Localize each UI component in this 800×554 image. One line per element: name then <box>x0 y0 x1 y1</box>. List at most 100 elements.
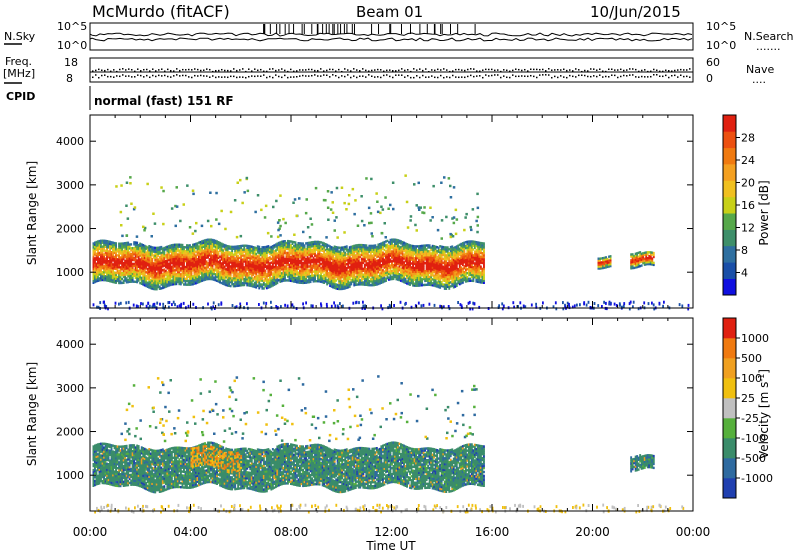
echo-cell <box>235 280 238 284</box>
echo-cell <box>264 249 267 253</box>
echo-cell <box>217 256 220 260</box>
echo-cell <box>261 250 264 253</box>
echo-cell <box>190 275 193 278</box>
echo-cell <box>121 273 124 277</box>
nave-mark <box>527 75 529 78</box>
echo-cell <box>130 276 133 279</box>
echo-cell <box>149 281 152 284</box>
freq-mark <box>128 68 130 70</box>
echo-cell <box>170 255 173 259</box>
echo-cell <box>97 259 99 263</box>
echo-cell <box>94 251 96 254</box>
echo-cell <box>113 257 116 260</box>
echo-cell <box>193 282 196 285</box>
echo-cell <box>134 253 137 256</box>
echo-cell <box>183 257 185 261</box>
echo-cell <box>95 254 98 257</box>
nave-mark <box>182 74 184 77</box>
echo-cell <box>192 257 194 260</box>
echo-cell <box>250 269 253 272</box>
echo-cell <box>252 263 255 267</box>
echo-cell <box>172 283 175 286</box>
nave-mark <box>536 76 538 79</box>
echo-cell <box>190 279 193 282</box>
echo-cell <box>136 241 139 244</box>
echo-cell <box>130 249 133 252</box>
echo-cell <box>256 263 259 266</box>
echo-cell <box>268 268 271 271</box>
echo-cell <box>169 254 172 257</box>
nave-mark <box>608 76 610 78</box>
echo-cell <box>262 263 265 267</box>
echo-cell <box>107 260 110 263</box>
echo-cell <box>198 269 200 272</box>
echo-cell <box>223 253 226 257</box>
echo-cell <box>179 277 182 280</box>
echo-cell <box>199 256 202 259</box>
echo-cell <box>267 260 270 264</box>
nave-mark <box>236 76 238 79</box>
echo-cell <box>247 270 250 273</box>
echo-cell <box>139 260 142 263</box>
echo-cell <box>186 261 188 265</box>
echo-cell <box>163 268 166 271</box>
echo-cell <box>176 272 179 276</box>
echo-cell <box>128 257 131 260</box>
echo-cell <box>205 256 208 259</box>
nave-mark <box>188 76 190 78</box>
nave-mark <box>623 74 625 77</box>
echo-cell <box>246 250 249 253</box>
nave-mark <box>278 75 280 78</box>
nave-mark <box>248 75 250 78</box>
echo-cell <box>140 253 143 256</box>
echo-cell <box>208 262 211 265</box>
echo-cell <box>261 263 264 267</box>
echo-cell <box>133 253 136 256</box>
echo-cell <box>265 279 268 282</box>
echo-cell <box>115 271 117 275</box>
echo-cell <box>202 249 205 252</box>
nave-mark <box>674 74 676 77</box>
nave-mark <box>413 76 415 79</box>
echo-cell <box>235 251 238 254</box>
echo-cell <box>226 264 229 267</box>
echo-cell <box>160 275 163 278</box>
echo-cell <box>176 261 179 264</box>
echo-cell <box>256 284 259 287</box>
freq-mark <box>269 68 271 70</box>
echo-cell <box>196 281 199 284</box>
echo-cell <box>264 269 267 272</box>
echo-cell <box>131 250 134 254</box>
echo-cell <box>184 277 187 280</box>
echo-cell <box>169 256 172 259</box>
echo-cell <box>103 278 105 282</box>
echo-cell <box>267 282 270 285</box>
echo-cell <box>231 281 234 284</box>
echo-cell <box>101 271 104 274</box>
echo-cell <box>240 272 243 275</box>
freq-mark <box>431 69 433 71</box>
echo-cell <box>158 248 161 251</box>
echo-cell <box>186 277 188 280</box>
echo-cell <box>186 244 188 247</box>
nave-mark <box>590 75 592 78</box>
echo-cell <box>222 266 225 270</box>
echo-cell <box>211 256 214 259</box>
echo-cell <box>113 275 116 278</box>
echo-cell <box>195 246 197 250</box>
echo-cell <box>116 260 119 263</box>
echo-cell <box>160 263 163 266</box>
echo-cell <box>161 286 164 290</box>
echo-cell <box>139 268 142 271</box>
echo-cell <box>237 274 240 278</box>
echo-cell <box>214 257 217 260</box>
echo-cell <box>250 249 253 252</box>
echo-cell <box>255 260 258 263</box>
echo-cell <box>235 257 238 260</box>
freq-mark <box>677 69 679 71</box>
echo-cell <box>190 267 193 270</box>
echo-cell <box>252 253 255 257</box>
echo-cell <box>246 268 249 271</box>
nave-mark <box>575 76 577 78</box>
echo-cell <box>238 248 241 252</box>
